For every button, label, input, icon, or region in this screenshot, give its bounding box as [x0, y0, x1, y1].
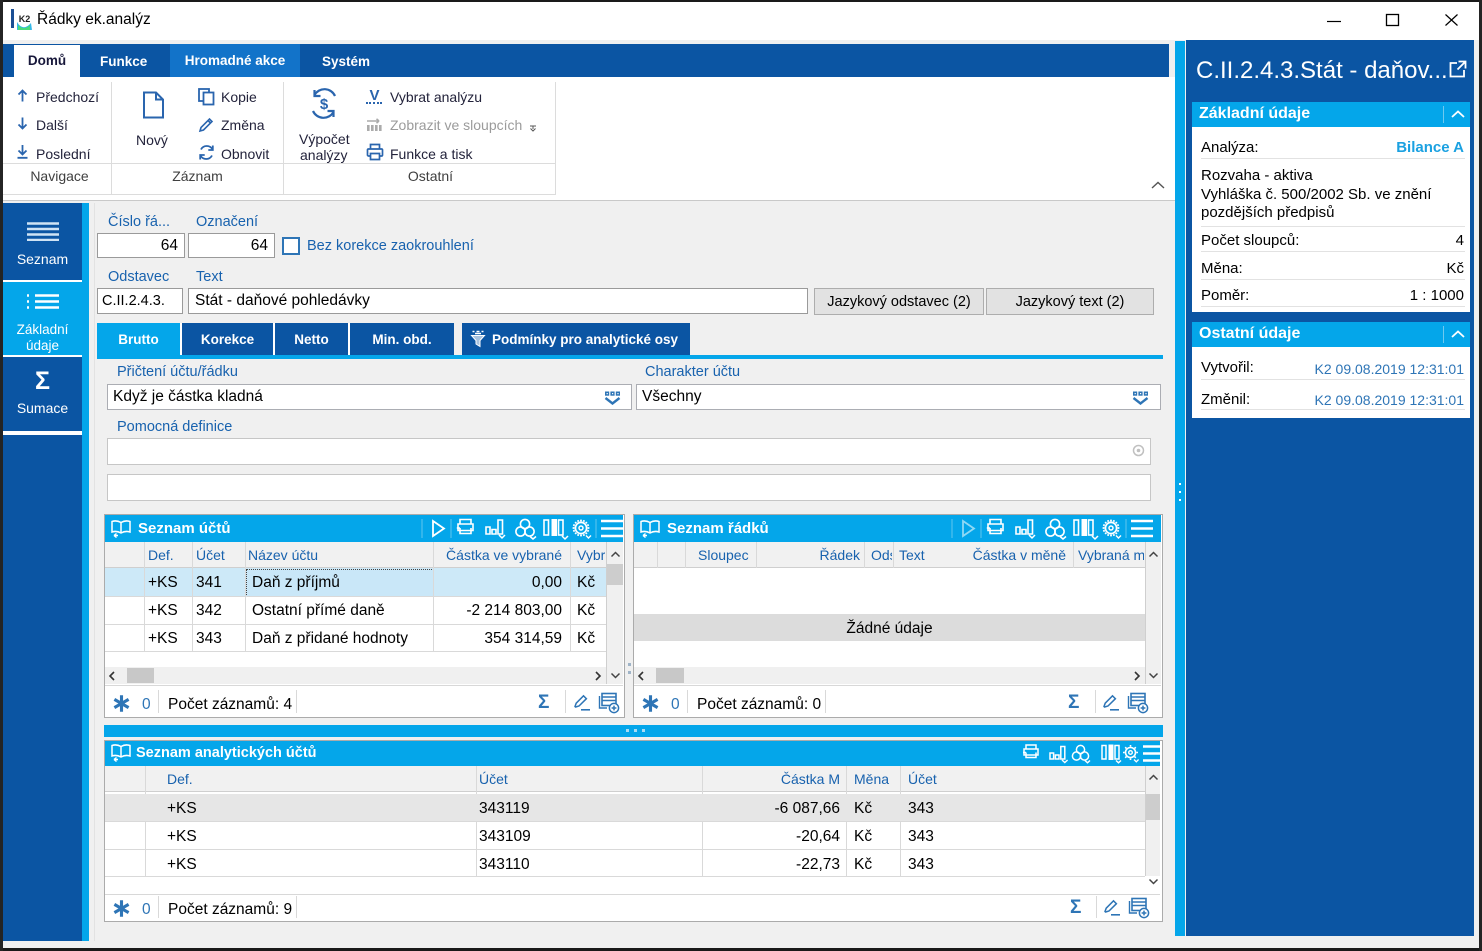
svg-text:K2: K2 [19, 14, 31, 24]
svg-text:$: $ [320, 96, 329, 113]
